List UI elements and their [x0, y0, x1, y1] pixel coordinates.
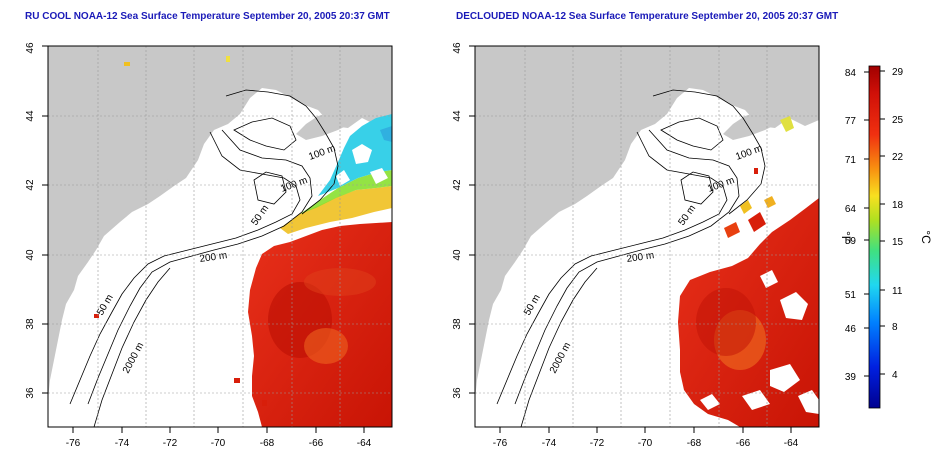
- x-tick-label: -76: [493, 438, 508, 449]
- x-tick-label: -64: [784, 438, 799, 449]
- x-tick-label: -74: [115, 438, 130, 449]
- colorbar-f-tick: 84: [845, 68, 857, 79]
- colorbar-c-tick: 18: [892, 200, 904, 211]
- y-tick-label: 40: [452, 249, 463, 261]
- colorbar-c-tick: 29: [892, 67, 904, 78]
- temperature-colorbar: 84 77 71 64 59 51 46 39 29 25 22 18 15 1…: [839, 65, 933, 409]
- colorbar-f-tick: 46: [845, 324, 857, 335]
- colorbar-gradient: [868, 65, 881, 409]
- colorbar-c-tick: 22: [892, 152, 904, 163]
- x-tick-label: -72: [590, 438, 605, 449]
- y-tick-label: 44: [25, 110, 36, 122]
- land-mainland: [48, 46, 392, 400]
- colorbar-c-tick: 25: [892, 115, 904, 126]
- colorbar-f-tick: 59: [845, 236, 857, 247]
- left-sst-map: 100 m 100 m 50 m 200 m 50 m 2000 m -76 -…: [25, 42, 393, 449]
- celsius-unit-label: °C: [919, 230, 933, 244]
- y-tick-label: 44: [452, 110, 463, 122]
- right-map-title: DECLOUDED NOAA-12 Sea Surface Temperatur…: [456, 11, 839, 22]
- x-tick-label: -76: [66, 438, 81, 449]
- x-tick-label: -64: [357, 438, 372, 449]
- colorbar-f-tick: 39: [845, 372, 857, 383]
- colorbar-c-tick: 4: [892, 370, 898, 381]
- y-tick-label: 38: [25, 318, 36, 330]
- right-sst-map: 100 m 100 m 50 m 200 m 50 m 2000 m -76 -…: [452, 42, 820, 449]
- y-tick-label: 46: [25, 42, 36, 54]
- y-tick-label: 36: [452, 387, 463, 399]
- colorbar-c-tick: 11: [892, 286, 903, 297]
- x-tick-label: -68: [260, 438, 275, 449]
- fahrenheit-unit-label: °F: [839, 231, 853, 243]
- x-tick-label: -70: [211, 438, 226, 449]
- x-tick-label: -70: [638, 438, 653, 449]
- y-tick-label: 40: [25, 249, 36, 261]
- colorbar-f-tick: 77: [845, 116, 857, 127]
- colorbar-f-tick: 51: [845, 290, 857, 301]
- y-tick-label: 38: [452, 318, 463, 330]
- contour-label: 200 m: [199, 250, 228, 265]
- x-tick-label: -72: [163, 438, 178, 449]
- left-map-title: RU COOL NOAA-12 Sea Surface Temperature …: [25, 11, 390, 22]
- sst-transition-band: [280, 186, 392, 234]
- y-tick-label: 46: [452, 42, 463, 54]
- y-tick-label: 36: [25, 387, 36, 399]
- colorbar-c-tick: 15: [892, 237, 904, 248]
- x-tick-label: -66: [309, 438, 324, 449]
- colorbar-f-tick: 64: [845, 204, 857, 215]
- x-tick-label: -74: [542, 438, 557, 449]
- colorbar-c-tick: 8: [892, 322, 898, 333]
- y-tick-label: 42: [25, 179, 36, 191]
- land-mainland: [475, 46, 819, 400]
- x-tick-label: -68: [687, 438, 702, 449]
- contour-label: 200 m: [626, 250, 655, 265]
- colorbar-f-tick: 71: [845, 155, 857, 166]
- x-tick-label: -66: [736, 438, 751, 449]
- y-tick-label: 42: [452, 179, 463, 191]
